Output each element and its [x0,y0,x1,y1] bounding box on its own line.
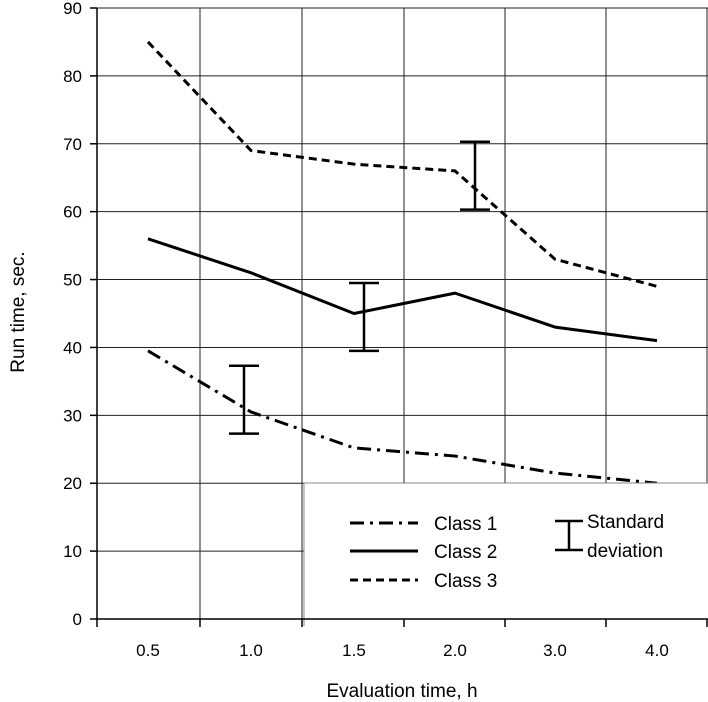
y-tick-label: 0 [73,610,82,629]
series-line-class-1 [147,349,658,485]
legend-error-bar-symbol [555,519,583,552]
x-axis-title: Evaluation time, h [326,681,477,702]
y-tick-label: 70 [63,135,82,154]
x-tick-labels: 0.5 1.0 1.5 2.0 3.0 4.0 [136,641,669,660]
error-bar [349,281,379,353]
legend-error-bar-label: Standard [587,512,664,533]
legend-label: Class 1 [434,514,497,535]
legend-box [304,483,708,626]
x-tick-label: 2.0 [443,641,467,660]
legend-label: Class 3 [434,571,497,592]
x-tick-label: 3.0 [543,641,567,660]
error-bars [229,140,490,435]
series-line-class-2 [147,237,658,343]
y-tick-labels: 0 10 20 30 40 50 60 70 80 90 [63,0,82,629]
y-tick-label: 80 [63,67,82,86]
y-tick-label: 20 [63,474,82,493]
y-tick-label: 30 [63,406,82,425]
y-tick-label: 60 [63,203,82,222]
legend: Class 1 Class 2 Class 3 Standard deviation [303,482,708,626]
y-tick-label: 50 [63,271,82,290]
x-tick-label: 1.0 [239,641,263,660]
series-line-class-3 [146,40,658,288]
x-tick-label: 1.5 [342,641,366,660]
y-tick-label: 90 [63,0,82,18]
series-lines [146,40,658,485]
y-axis-title: Run time, sec. [8,251,29,372]
error-bar [229,364,259,435]
legend-error-bar-label: deviation [587,541,663,562]
y-tick-label: 40 [63,338,82,357]
x-tick-label: 4.0 [645,641,669,660]
y-tick-label: 10 [63,542,82,561]
legend-label: Class 2 [434,542,497,563]
error-bar [460,140,490,211]
axes [90,7,708,627]
x-tick-label: 0.5 [136,641,160,660]
